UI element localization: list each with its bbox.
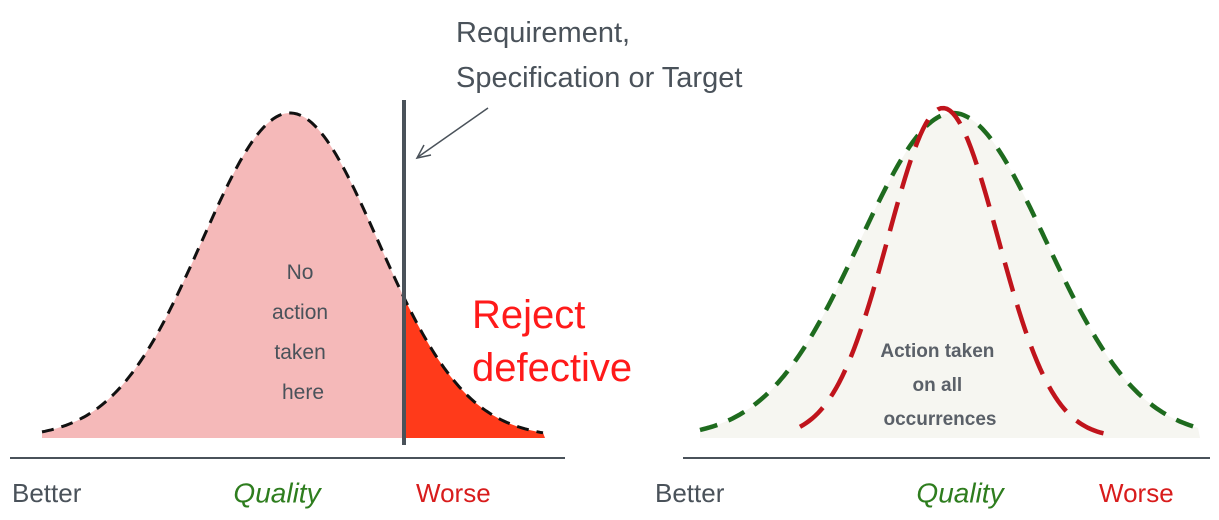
label-line: on all (913, 375, 963, 396)
inside-label: No action taken here (272, 261, 334, 404)
axis-label: Quality (233, 477, 322, 508)
curve-narrow (798, 105, 1110, 437)
right-distribution (699, 105, 1200, 438)
reject-label: Reject defective (472, 293, 632, 390)
fill (700, 113, 1200, 438)
arrow (417, 107, 489, 158)
fill-accepted (42, 113, 404, 438)
left-distribution (41, 111, 545, 438)
label-line: here (282, 381, 324, 404)
axis-label: Better (655, 478, 725, 508)
label-line: occurrences (883, 409, 996, 430)
axis-label: Quality (916, 477, 1005, 508)
annotation: Requirement, Specification or Target (456, 17, 742, 94)
label-line: Action taken (880, 341, 994, 362)
annotation-line: Requirement, (456, 17, 630, 49)
label-line: taken (274, 341, 325, 364)
axis-label: Worse (416, 478, 491, 508)
label-line: No (287, 261, 314, 284)
inside-label: Action taken on all occurrences (880, 341, 999, 430)
label-line: Reject (472, 293, 585, 337)
arrow-head (415, 144, 432, 160)
fill-rejected (404, 297, 545, 438)
curve (41, 111, 544, 435)
curve-wide (699, 110, 1199, 433)
axis-label: Worse (1099, 478, 1174, 508)
label-line: action (272, 301, 328, 324)
label-line: defective (472, 346, 632, 390)
axis-label: Better (12, 478, 82, 508)
annotation-line: Specification or Target (456, 62, 742, 94)
